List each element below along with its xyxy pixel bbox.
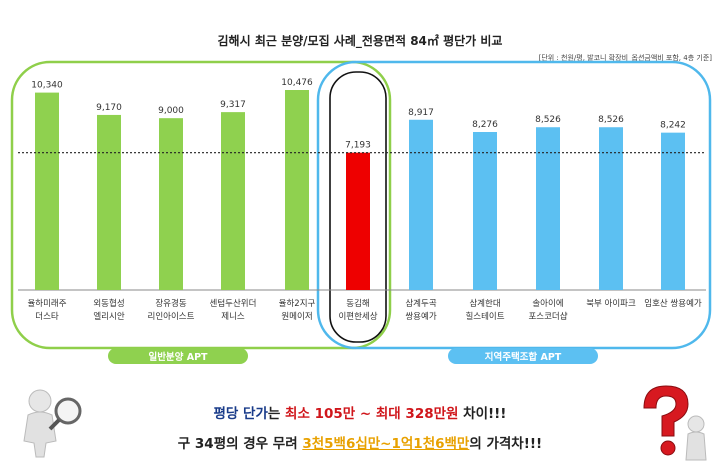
bar-9 (599, 127, 623, 290)
value-label-0: 10,340 (31, 81, 63, 91)
bar-7 (473, 132, 497, 290)
category-label-0-0: 율하미래주 (27, 298, 66, 309)
category-label-1-0: 외동협성 (93, 298, 124, 309)
bar-6 (409, 119, 433, 290)
headline-line-1: 평당 단가는 최소 105만 ~ 최대 328만원 차이!!! (0, 402, 720, 422)
headline-range: 최소 105만 ~ 최대 328만원 (285, 406, 459, 422)
value-label-8: 8,526 (535, 115, 561, 125)
category-label-2-1: 리인아이스트 (148, 311, 195, 322)
category-label-9-0: 북부 아이파크 (586, 298, 636, 309)
headline-prefix: 평당 단가 (213, 406, 268, 422)
bar-2 (159, 118, 183, 290)
bar-5 (346, 152, 370, 290)
value-label-7: 8,276 (472, 120, 498, 130)
price-comparison-chart: 김해시 최근 분양/모집 사례_전용면적 84㎡ 평단가 비교 [단위 : 천원… (10, 33, 713, 364)
union-group-pill (448, 348, 598, 364)
general-group-label: 일반분양 APT (148, 351, 208, 363)
magnifier-figure-icon (23, 389, 82, 458)
general-group-frame (10, 60, 392, 350)
value-label-6: 8,917 (408, 108, 434, 118)
category-label-7-0: 삼계한대 (469, 298, 500, 309)
category-label-7-1: 힐스테이트 (465, 311, 504, 322)
value-label-4: 10,476 (281, 78, 313, 88)
highlight-frame (329, 71, 387, 343)
bars-layer (35, 90, 685, 291)
headline2-suffix: 의 가격차!!! (469, 436, 543, 452)
category-label-6-0: 삼계두곡 (405, 298, 436, 309)
union-group-label: 지역주택조합 APT (485, 351, 562, 363)
value-label-5: 7,193 (345, 141, 371, 151)
bar-1 (97, 114, 121, 290)
chart-title: 김해시 최근 분양/모집 사례_전용면적 84㎡ 평단가 비교 (218, 33, 503, 49)
bar-4 (285, 90, 309, 290)
category-label-8-1: 포스코더샵 (528, 311, 567, 322)
headline-line-2: 구 34평의 경우 무려 3천5백6십만~1억1천6백만의 가격차!!! (0, 432, 720, 452)
bar-3 (221, 112, 245, 290)
bar-0 (35, 92, 59, 291)
value-label-10: 8,242 (660, 121, 686, 131)
category-label-5-1: 이편한세상 (338, 311, 377, 322)
category-label-2-0: 장유경동 (155, 298, 186, 309)
bar-8 (536, 127, 560, 290)
value-label-9: 8,526 (598, 115, 624, 125)
category-label-3-0: 센텀두산위더 (210, 298, 257, 309)
question-figure-icon (643, 385, 707, 461)
value-label-3: 9,317 (220, 100, 246, 110)
category-label-10-0: 임호산 쌍용예가 (644, 298, 702, 309)
headline-mid: 는 (267, 406, 286, 422)
category-label-1-1: 엘리시안 (93, 311, 124, 322)
category-label-0-1: 더스타 (35, 312, 59, 322)
category-label-5-0: 동김해 (346, 298, 369, 309)
category-label-3-1: 제니스 (221, 311, 245, 322)
value-labels-layer: 10,340 9,170 9,000 9,317 10,476 7,193 8,917 8,2… (31, 78, 686, 151)
bar-10 (661, 132, 685, 290)
headline-suffix: 차이!!! (458, 406, 507, 422)
category-label-6-1: 쌍용예가 (405, 311, 436, 322)
value-label-1: 9,170 (96, 103, 122, 113)
category-label-4-0: 율하2지구 (279, 298, 316, 309)
unit-note: [단위 : 천원/평, 발코니 확장비_옵션금액비 포함, 4층 기준] (539, 53, 713, 62)
value-label-2: 9,000 (158, 106, 184, 116)
category-label-8-0: 솔아이에 (532, 298, 563, 309)
headline2-range: 3천5백6십만~1억1천6백만 (302, 436, 470, 452)
headline2-prefix: 구 34평의 경우 무려 (177, 436, 303, 452)
category-label-4-1: 원메이저 (281, 311, 312, 322)
general-group-pill (108, 348, 248, 364)
